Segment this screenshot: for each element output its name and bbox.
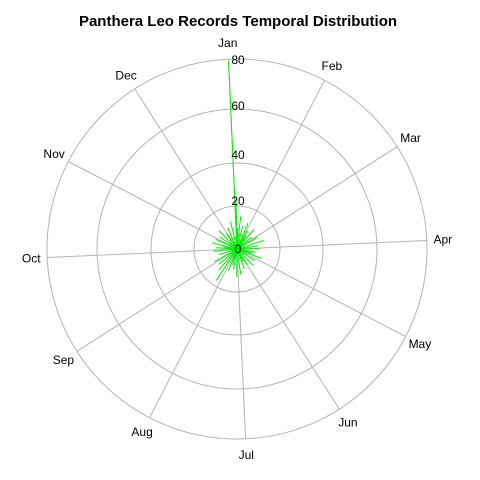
- data-spike-0-30: [215, 238, 238, 250]
- month-label-feb: Feb: [322, 59, 343, 73]
- data-spike-0-34: [227, 227, 238, 250]
- grid-ring-2: [96, 108, 378, 390]
- data-spike-0-42: [227, 234, 238, 250]
- data-spike-0-3: [236, 226, 244, 250]
- chart-title: Panthera Leo Records Temporal Distributi…: [79, 13, 397, 30]
- grid-spoke-mar: [236, 146, 398, 250]
- month-label-jun: Jun: [338, 416, 357, 430]
- data-spike-0-36: [236, 227, 239, 250]
- month-labels: Jan Feb Mar Apr May Jun Jul Aug Sep Oct Nov Dec: [22, 36, 452, 462]
- grid-ring-3: [46, 58, 428, 440]
- data-spike-0-38: [236, 248, 253, 254]
- data-spike-0-23: [218, 248, 238, 271]
- data-spike-0-9: [236, 240, 264, 250]
- month-label-jan: Jan: [218, 36, 237, 50]
- grid-spoke-jul: [236, 248, 247, 439]
- radial-tick-60: 60: [231, 99, 245, 113]
- month-label-jul: Jul: [239, 448, 254, 462]
- grid-spoke-may: [236, 248, 406, 337]
- month-label-oct: Oct: [22, 251, 41, 265]
- radial-tick-20: 20: [231, 194, 245, 208]
- data-spike-0-15: [236, 248, 254, 267]
- data-spike-0-32: [218, 230, 238, 250]
- data-spike-0-26: [218, 248, 238, 256]
- month-label-may: May: [409, 337, 432, 351]
- grid-ring-1: [150, 162, 324, 336]
- grid-spoke-dec: [134, 88, 238, 250]
- grid-spoke-nov: [68, 161, 238, 250]
- data-spike-0-39: [236, 248, 244, 262]
- grid-spoke-oct: [47, 248, 238, 259]
- data-spike-0-27: [213, 248, 238, 252]
- month-label-mar: Mar: [400, 131, 421, 145]
- data-spike-0-8: [236, 236, 258, 250]
- radial-tick-80: 80: [231, 53, 245, 67]
- grid-spoke-feb: [236, 80, 325, 250]
- grid-spoke-sep: [76, 248, 238, 352]
- radial-tick-40: 40: [231, 148, 245, 162]
- grid-spoke-aug: [149, 248, 238, 418]
- data-spike-0-4: [236, 222, 249, 250]
- month-label-apr: Apr: [433, 233, 452, 247]
- radial-tick-labels: 0 20 40 60 80: [231, 53, 245, 256]
- month-label-dec: Dec: [115, 68, 136, 82]
- data-spike-0-31: [219, 236, 238, 250]
- data-spike-0-40: [232, 248, 238, 265]
- data-spike-0-18: [236, 248, 242, 275]
- grid-spoke-jun: [236, 248, 340, 410]
- data-spike-0-35: [230, 221, 238, 250]
- month-label-nov: Nov: [43, 147, 64, 161]
- data-spike-0-41: [223, 246, 238, 250]
- data-series: [211, 61, 264, 281]
- data-spike-0-0: [228, 61, 238, 250]
- data-spike-0-37: [236, 235, 247, 250]
- data-spike-0-14: [236, 248, 255, 262]
- grid-spoke-apr: [236, 239, 427, 250]
- month-label-aug: Aug: [131, 425, 152, 439]
- data-spike-0-22: [215, 248, 238, 281]
- month-label-sep: Sep: [53, 353, 75, 367]
- radial-tick-0: 0: [235, 242, 242, 256]
- polar-grid: [46, 58, 428, 440]
- data-spike-0-24: [218, 248, 238, 265]
- grid-ring-0: [193, 205, 281, 293]
- data-spike-0-25: [214, 248, 238, 263]
